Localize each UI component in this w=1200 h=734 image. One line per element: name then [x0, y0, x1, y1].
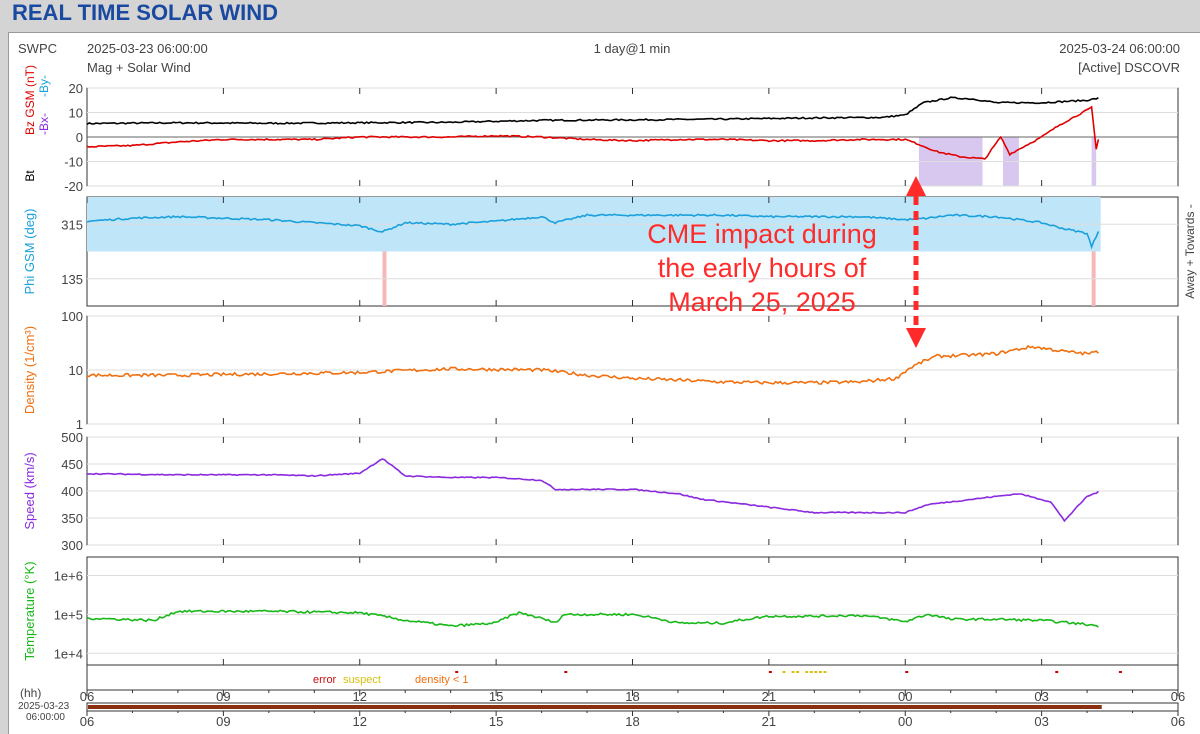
flag-density-legend: density < 1 [415, 674, 469, 686]
density-axis-label: Density (1/cm³) [22, 326, 37, 414]
time-unit-label: (hh) [20, 686, 41, 700]
flag-mark [1118, 671, 1122, 673]
phi-series [86, 213, 1100, 250]
time-tick-label-bottom: 18 [625, 714, 639, 729]
time-tick-label: 00 [898, 689, 912, 704]
bt-axis-label: Bt [23, 170, 37, 182]
annotation-line-1: CME impact during [647, 219, 877, 249]
y-tick-label: 350 [61, 511, 83, 526]
flag-mark [809, 671, 813, 673]
flag-mark [455, 671, 459, 673]
chart-subtitle: Mag + Solar Wind [87, 60, 191, 75]
time-label: 06:00:00 [26, 712, 65, 723]
y-tick-label: 400 [61, 484, 83, 499]
y-tick-label: 315 [61, 217, 83, 232]
temperature-axis-label: Temperature (°K) [22, 561, 37, 660]
y-tick-label: 1 [76, 417, 83, 432]
time-tick-label-bottom: 03 [1034, 714, 1048, 729]
y-tick-label: 100 [61, 309, 83, 324]
page-title: REAL TIME SOLAR WIND [12, 0, 279, 25]
y-tick-label: 1e+4 [54, 646, 83, 661]
annotation-line-3: March 25, 2025 [668, 287, 856, 317]
y-tick-label: 0 [76, 130, 83, 145]
y-tick-label: 1e+6 [54, 569, 83, 584]
time-tick-label: 12 [353, 689, 367, 704]
source-label: [Active] DSCOVR [1078, 60, 1180, 75]
flag-mark [905, 671, 909, 673]
y-tick-label: 20 [69, 81, 83, 96]
org-label: SWPC [18, 41, 57, 56]
time-tick-label: 09 [216, 689, 230, 704]
y-tick-label: 135 [61, 272, 83, 287]
speed-series [86, 458, 1099, 523]
bx-axis-label: -Bx- [37, 113, 51, 135]
temperature-series [86, 609, 1099, 628]
y-tick-label: 500 [61, 430, 83, 445]
flag-mark [814, 671, 818, 673]
flag-strip [86, 664, 1179, 691]
time-tick-label-bottom: 15 [489, 714, 503, 729]
end-time: 2025-03-24 06:00:00 [1059, 41, 1180, 56]
flag-mark [818, 671, 822, 673]
flag-suspect-legend: suspect [343, 674, 381, 686]
bz-axis-label: Bz GSM (nT) [23, 65, 37, 135]
time-tick-label: 06 [80, 689, 94, 704]
flag-mark [768, 671, 772, 673]
arrow-up-icon [906, 176, 926, 196]
annotation-line-2: the early hours of [658, 253, 867, 283]
time-tick-label-bottom: 21 [762, 714, 776, 729]
time-tick-label: 18 [625, 689, 639, 704]
flag-mark [1055, 671, 1059, 673]
date-label: 2025-03-23 [18, 701, 70, 712]
y-tick-label: 10 [69, 363, 83, 378]
speed-axis-label: Speed (km/s) [22, 452, 37, 529]
phi-axis-label: Phi GSM (deg) [22, 209, 37, 295]
phi-direction-label: Away + Towards - [1183, 204, 1197, 299]
time-tick-label-bottom: 00 [898, 714, 912, 729]
bz-series [86, 105, 1100, 160]
time-range-fill [88, 705, 1102, 709]
y-tick-label: 300 [61, 538, 83, 553]
y-tick-label: 1e+5 [54, 607, 83, 622]
flag-mark [564, 671, 568, 673]
start-time: 2025-03-23 06:00:00 [87, 41, 208, 56]
arrow-down-icon [906, 328, 926, 348]
y-tick-label: 450 [61, 457, 83, 472]
time-tick-label-bottom: 09 [216, 714, 230, 729]
flag-error-legend: error [313, 674, 337, 686]
density-series [86, 344, 1099, 385]
time-tick-label: 03 [1034, 689, 1048, 704]
time-tick-label: 21 [762, 689, 776, 704]
y-tick-label: -20 [64, 179, 83, 194]
flag-mark [791, 671, 795, 673]
time-tick-label-bottom: 06 [80, 714, 94, 729]
cme-annotation: CME impact during the early hours of Mar… [647, 176, 926, 348]
by-axis-label: -By- [37, 75, 51, 97]
flag-mark [796, 671, 800, 673]
flag-mark [805, 671, 809, 673]
time-tick-label-bottom: 06 [1171, 714, 1185, 729]
time-tick-label: 06 [1171, 689, 1185, 704]
time-tick-label: 15 [489, 689, 503, 704]
resolution-label: 1 day@1 min [594, 41, 671, 56]
time-tick-label-bottom: 12 [353, 714, 367, 729]
y-tick-label: 10 [69, 106, 83, 121]
flag-mark [823, 671, 827, 673]
y-tick-label: -10 [64, 155, 83, 170]
flag-mark [782, 671, 786, 673]
bt-series [86, 96, 1099, 125]
